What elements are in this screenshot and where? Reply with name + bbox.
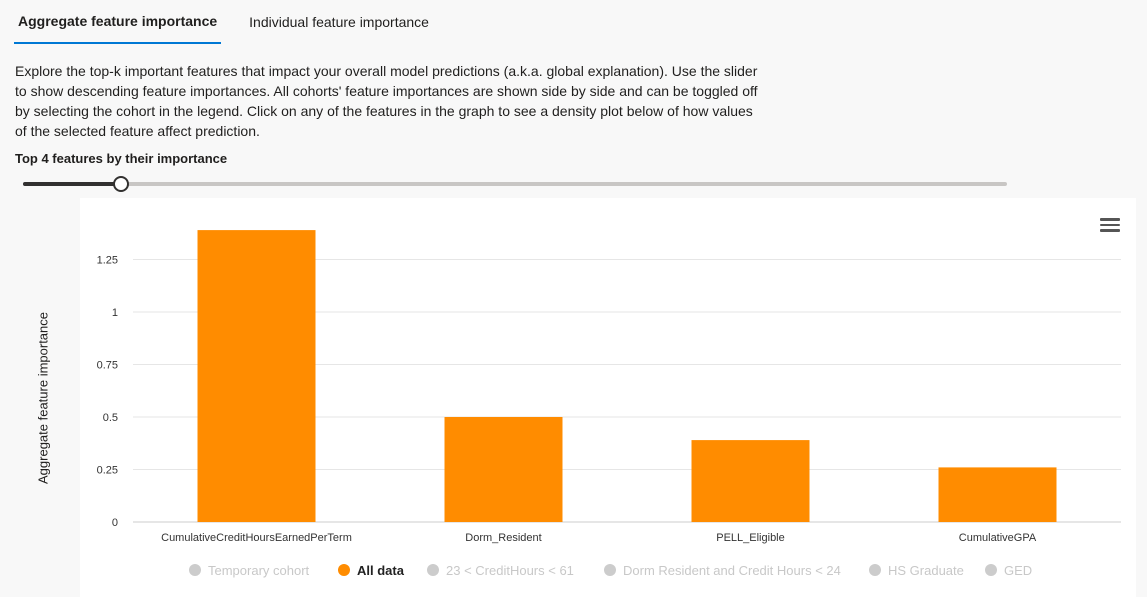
legend-dot-icon — [338, 564, 350, 576]
slider-fill — [23, 182, 122, 186]
legend-item[interactable]: Temporary cohort — [189, 560, 309, 580]
chart-legend: Temporary cohort All data 23 < CreditHours… — [0, 560, 1147, 580]
y-tick-label: 0.75 — [97, 360, 118, 372]
legend-label: All data — [357, 562, 404, 578]
tab-individual-feature-importance[interactable]: Individual feature importance — [249, 14, 429, 30]
description-text: Explore the top-k important features tha… — [15, 63, 758, 139]
tab-list: Aggregate feature importance Individual … — [14, 0, 457, 44]
legend-item[interactable]: 23 < CreditHours < 61 — [427, 560, 574, 580]
y-tick-label: 0 — [112, 517, 118, 529]
legend-item[interactable]: GED — [985, 560, 1032, 580]
y-tick-label: 1.25 — [97, 255, 118, 267]
legend-dot-icon — [427, 564, 439, 576]
hamburger-menu-icon[interactable] — [1100, 218, 1120, 234]
x-tick-label: CumulativeGPA — [959, 532, 1037, 544]
top-k-label: Top 4 features by their importance — [15, 151, 228, 166]
legend-dot-icon — [189, 564, 201, 576]
bar[interactable] — [938, 467, 1057, 522]
legend-item[interactable]: HS Graduate — [869, 560, 964, 580]
x-tick-label: PELL_Eligible — [716, 532, 785, 544]
x-tick-label: CumulativeCreditHoursEarnedPerTerm — [161, 532, 352, 544]
legend-item[interactable]: All data — [338, 560, 404, 580]
slider-thumb[interactable] — [113, 176, 130, 192]
legend-label: GED — [1004, 562, 1033, 578]
bar[interactable] — [444, 417, 563, 522]
y-tick-label: 0.5 — [103, 412, 118, 424]
legend-label: Temporary cohort — [208, 562, 310, 578]
tab-aggregate-feature-importance[interactable]: Aggregate feature importance — [14, 0, 222, 44]
y-tick-label: 0.25 — [97, 465, 118, 477]
x-tick-label: Dorm_Resident — [465, 532, 541, 544]
legend-dot-icon — [604, 564, 616, 576]
legend-dot-icon — [985, 564, 997, 576]
bar[interactable] — [691, 440, 810, 522]
legend-label: 23 < CreditHours < 61 — [446, 562, 574, 578]
y-tick-label: 1 — [112, 307, 118, 319]
slider-rail[interactable] — [23, 182, 1007, 186]
legend-item[interactable]: Dorm Resident and Credit Hours < 24 — [604, 560, 841, 580]
bar[interactable] — [197, 230, 316, 522]
top-k-slider[interactable] — [23, 175, 1007, 193]
legend-label: HS Graduate — [888, 562, 964, 578]
legend-dot-icon — [869, 564, 881, 576]
legend-label: Dorm Resident and Credit Hours < 24 — [623, 562, 841, 578]
